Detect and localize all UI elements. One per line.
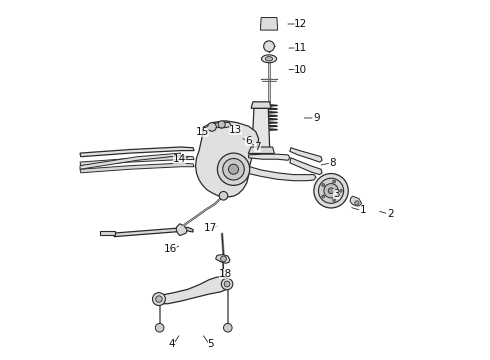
Polygon shape bbox=[100, 231, 115, 234]
Text: 11: 11 bbox=[294, 43, 307, 53]
Circle shape bbox=[324, 184, 338, 198]
Text: 13: 13 bbox=[229, 125, 242, 135]
Circle shape bbox=[219, 192, 228, 200]
Text: 12: 12 bbox=[294, 19, 307, 29]
Text: 9: 9 bbox=[314, 113, 320, 123]
Text: 7: 7 bbox=[254, 141, 261, 152]
Polygon shape bbox=[176, 224, 187, 235]
Circle shape bbox=[264, 41, 274, 51]
Circle shape bbox=[328, 188, 334, 194]
Circle shape bbox=[208, 123, 216, 131]
Circle shape bbox=[314, 174, 348, 208]
Text: 1: 1 bbox=[360, 206, 367, 216]
Text: 17: 17 bbox=[204, 224, 218, 233]
Circle shape bbox=[156, 296, 162, 302]
Polygon shape bbox=[251, 102, 271, 108]
Text: 3: 3 bbox=[333, 189, 340, 199]
Polygon shape bbox=[290, 148, 322, 162]
Circle shape bbox=[339, 189, 342, 192]
Polygon shape bbox=[248, 154, 290, 160]
Polygon shape bbox=[80, 147, 194, 157]
Text: 2: 2 bbox=[387, 209, 393, 219]
Polygon shape bbox=[248, 147, 274, 153]
Circle shape bbox=[221, 278, 233, 290]
Circle shape bbox=[152, 293, 166, 306]
Polygon shape bbox=[196, 121, 259, 197]
Polygon shape bbox=[350, 196, 362, 206]
Text: 4: 4 bbox=[168, 339, 175, 349]
Polygon shape bbox=[252, 108, 270, 150]
Polygon shape bbox=[80, 163, 194, 173]
Polygon shape bbox=[213, 122, 231, 128]
Circle shape bbox=[333, 180, 336, 183]
Polygon shape bbox=[80, 156, 194, 166]
Text: 10: 10 bbox=[294, 64, 307, 75]
Circle shape bbox=[322, 184, 325, 186]
Text: 14: 14 bbox=[173, 154, 186, 164]
Circle shape bbox=[223, 323, 232, 332]
Circle shape bbox=[155, 323, 164, 332]
Polygon shape bbox=[290, 158, 322, 175]
Circle shape bbox=[322, 195, 325, 198]
Text: 18: 18 bbox=[219, 269, 232, 279]
Text: 6: 6 bbox=[245, 136, 252, 146]
Ellipse shape bbox=[262, 55, 276, 63]
Ellipse shape bbox=[266, 57, 272, 61]
Polygon shape bbox=[114, 227, 193, 237]
Text: 16: 16 bbox=[164, 244, 177, 254]
Polygon shape bbox=[156, 276, 230, 304]
Circle shape bbox=[228, 164, 239, 174]
Circle shape bbox=[318, 178, 343, 203]
Circle shape bbox=[220, 256, 226, 262]
Polygon shape bbox=[80, 153, 180, 169]
Circle shape bbox=[218, 153, 250, 185]
Circle shape bbox=[223, 158, 245, 180]
Text: 5: 5 bbox=[208, 339, 214, 349]
Polygon shape bbox=[216, 255, 230, 263]
Text: 15: 15 bbox=[196, 127, 209, 136]
Polygon shape bbox=[260, 18, 278, 30]
Circle shape bbox=[355, 201, 359, 205]
Polygon shape bbox=[248, 166, 316, 181]
Circle shape bbox=[218, 121, 225, 128]
Circle shape bbox=[333, 198, 336, 201]
Circle shape bbox=[224, 281, 230, 287]
Text: 8: 8 bbox=[330, 158, 336, 168]
